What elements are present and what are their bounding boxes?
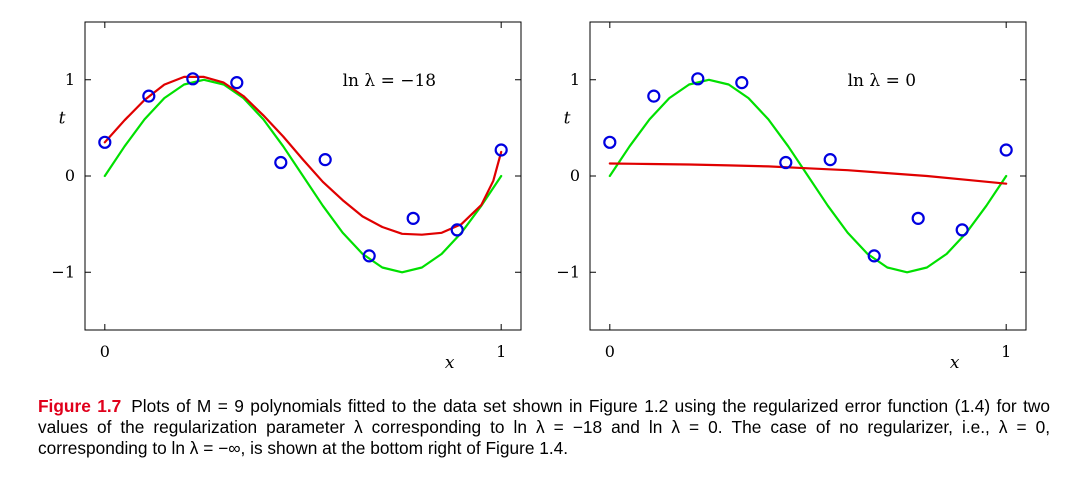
caption-label: Figure 1.7 bbox=[38, 396, 122, 416]
red-curve bbox=[608, 162, 1008, 185]
caption-text: Plots of M = 9 polynomials fitted to the… bbox=[38, 396, 1050, 458]
data-point bbox=[98, 135, 112, 149]
green-curve bbox=[608, 78, 1008, 274]
data-point bbox=[779, 155, 793, 170]
y-axis-label: t bbox=[59, 108, 66, 128]
right-panel: 0 1 −1 0 1 t x ln λ = 0 bbox=[556, 21, 1027, 373]
data-point bbox=[823, 153, 837, 167]
data-point bbox=[406, 211, 420, 225]
x-tick-label: 1 bbox=[1001, 342, 1011, 361]
data-point bbox=[735, 76, 749, 90]
data-point bbox=[999, 143, 1013, 157]
y-tick-label: 1 bbox=[65, 70, 75, 89]
data-point bbox=[230, 76, 244, 90]
figure-caption: Figure 1.7 Plots of M = 9 polynomials fit… bbox=[38, 396, 1050, 459]
x-axis-label: x bbox=[445, 353, 455, 373]
x-tick-label: 0 bbox=[605, 342, 615, 361]
x-tick-label: 0 bbox=[100, 342, 110, 361]
y-tick-label: 0 bbox=[570, 166, 580, 185]
data-point bbox=[867, 249, 881, 263]
lambda-annotation: ln λ = −18 bbox=[343, 71, 437, 91]
lambda-annotation: ln λ = 0 bbox=[848, 71, 916, 91]
data-point bbox=[911, 211, 925, 225]
y-tick-label: 1 bbox=[570, 70, 580, 89]
data-point bbox=[647, 89, 661, 103]
data-point bbox=[450, 223, 464, 237]
y-tick-label: 0 bbox=[65, 166, 75, 185]
data-point bbox=[186, 72, 200, 86]
data-point bbox=[318, 153, 332, 167]
data-point bbox=[362, 249, 376, 263]
y-tick-label: −1 bbox=[51, 262, 75, 281]
data-point bbox=[142, 89, 156, 103]
red-curve bbox=[103, 75, 503, 236]
y-tick-label: −1 bbox=[556, 262, 580, 281]
x-axis-label: x bbox=[950, 353, 960, 373]
green-curve bbox=[103, 78, 503, 274]
data-point bbox=[494, 143, 508, 157]
x-tick-label: 1 bbox=[496, 342, 506, 361]
y-axis-label: t bbox=[564, 108, 571, 128]
left-panel: 0 1 −1 0 1 t x ln λ = −18 bbox=[51, 21, 522, 373]
data-point bbox=[274, 155, 288, 170]
figure-charts: 0 1 −1 0 1 t x ln λ = −18 0 1 −1 0 1 t x ln λ = 0 bbox=[51, 21, 1027, 373]
data-point bbox=[603, 135, 617, 149]
data-point bbox=[691, 72, 705, 86]
data-point bbox=[955, 223, 969, 237]
